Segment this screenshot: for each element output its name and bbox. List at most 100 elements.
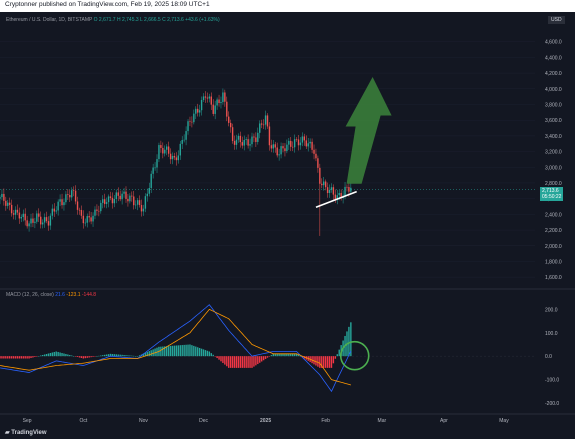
candle-body <box>290 140 292 147</box>
candle-body <box>303 136 306 141</box>
candle-body <box>113 199 116 204</box>
candle-body <box>41 222 44 225</box>
candle-body <box>115 192 118 200</box>
grid-lines <box>0 41 575 415</box>
macd-histogram-bar <box>210 353 212 357</box>
macd-histogram-bar <box>96 356 98 357</box>
macd-line <box>0 304 352 393</box>
footer: ▰ TradingView <box>0 427 575 439</box>
macd-histogram-bar <box>278 353 280 357</box>
signal-line <box>0 308 352 386</box>
chart-area[interactable] <box>0 12 575 427</box>
candle-body <box>51 208 54 216</box>
macd-histogram-bar <box>260 356 263 362</box>
macd-histogram-bar <box>226 356 228 367</box>
macd-histogram-bar <box>280 353 282 357</box>
macd-histogram-bar <box>49 352 52 357</box>
macd-histogram-bar <box>276 353 278 357</box>
up-arrow[interactable] <box>345 77 392 184</box>
candle-body <box>166 146 168 150</box>
candle-body <box>131 195 133 197</box>
time-tick-label: Nov <box>139 418 148 424</box>
price-tick-label: 4,600.0 <box>545 40 562 46</box>
macd-histogram-bar <box>197 347 199 357</box>
macd-histogram-bar <box>237 356 240 368</box>
macd-histogram-bar <box>113 354 116 357</box>
macd-legend-macd: 21.6 <box>55 292 65 298</box>
candle-body <box>154 167 156 169</box>
macd-histogram-bar <box>175 345 178 357</box>
publisher-text: Cryptonner published on TradingView.com,… <box>5 1 210 8</box>
macd-histogram-bar <box>148 351 150 357</box>
candle-body <box>214 105 216 114</box>
macd-histogram-bar <box>146 351 149 357</box>
candle-body <box>253 136 255 138</box>
macd-legend[interactable]: MACD (12, 26, close) 21.6 -123.1 -144.8 <box>6 292 96 298</box>
macd-histogram-bar <box>317 356 319 367</box>
candle-body <box>202 96 205 100</box>
macd-highlight-circle[interactable] <box>339 340 370 371</box>
macd-histogram-bar <box>150 350 152 357</box>
candle-body <box>344 186 346 196</box>
candle-body <box>204 96 207 98</box>
candle-body <box>123 191 125 194</box>
candle-body <box>88 216 90 218</box>
price-tick-label: 2,400.0 <box>545 212 562 218</box>
candle-body <box>200 99 203 111</box>
macd-histogram-bar <box>74 356 77 357</box>
macd-legend-hist: -144.8 <box>81 292 97 298</box>
candle-body <box>216 99 218 106</box>
macd-histogram-bar <box>3 356 5 359</box>
candle-body <box>229 122 232 128</box>
candle-body <box>136 200 139 205</box>
candle-body <box>22 213 24 217</box>
macd-histogram-bar <box>72 356 75 357</box>
candle-body <box>274 144 276 148</box>
macd-histogram-bar <box>22 356 24 359</box>
macd-histogram-bar <box>14 356 17 359</box>
time-tick-label: May <box>499 418 509 424</box>
candle-body <box>76 201 79 210</box>
macd-histogram-bar <box>282 353 284 357</box>
macd-histogram-bar <box>8 356 11 359</box>
currency-label[interactable]: USD <box>548 16 565 24</box>
candle-body <box>189 121 191 122</box>
macd-histogram-bar <box>103 354 106 357</box>
macd-histogram-bar <box>107 354 110 357</box>
macd-histogram-bar <box>119 354 121 357</box>
support-trendline[interactable] <box>315 190 357 209</box>
macd-histogram-bar <box>171 345 174 357</box>
candle-body <box>346 186 348 188</box>
candle-body <box>30 218 32 224</box>
candle-body <box>98 210 100 212</box>
candle-body <box>20 216 23 219</box>
candle-body <box>138 200 141 206</box>
macd-histogram-bar <box>181 345 183 357</box>
macd-histogram-bar <box>286 353 288 357</box>
candle-body <box>241 142 244 146</box>
macd-histogram-bar <box>249 356 251 368</box>
candle-body <box>121 193 123 200</box>
macd-histogram-bar <box>259 356 261 363</box>
candle-body <box>321 183 323 186</box>
candle-body <box>72 190 75 191</box>
macd-histogram-bar <box>53 351 55 357</box>
candle-body <box>260 123 263 125</box>
candle-body <box>276 147 278 156</box>
candle-body <box>34 221 36 223</box>
candle-body <box>127 198 129 202</box>
candle-body <box>191 121 193 123</box>
candle-body <box>80 210 83 216</box>
macd-histogram-bar <box>18 356 21 359</box>
candle-body <box>84 222 86 224</box>
candle-body <box>291 146 294 148</box>
candle-body <box>57 201 59 211</box>
macd-histogram-bar <box>98 355 100 357</box>
candle-body <box>195 108 197 114</box>
candle-body <box>293 139 296 148</box>
macd-histogram-bar <box>144 352 147 357</box>
candle-body <box>61 199 63 206</box>
price-tick-label: 2,000.0 <box>545 244 562 250</box>
macd-histogram-bar <box>235 356 238 368</box>
